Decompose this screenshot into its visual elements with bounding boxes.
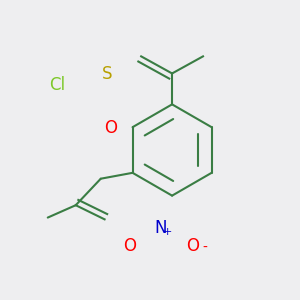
Text: S: S — [100, 64, 115, 84]
Text: -: - — [202, 241, 207, 255]
Text: O: O — [101, 118, 119, 138]
Text: O: O — [123, 237, 136, 255]
Text: O: O — [104, 119, 117, 137]
Text: O: O — [184, 236, 202, 256]
Text: O: O — [121, 236, 138, 256]
Text: O: O — [186, 237, 199, 255]
Text: +: + — [163, 227, 172, 237]
Text: N: N — [154, 219, 167, 237]
Text: S: S — [102, 65, 112, 83]
Text: Cl: Cl — [49, 76, 65, 94]
Text: Cl: Cl — [46, 75, 68, 95]
Text: N: N — [152, 218, 169, 238]
